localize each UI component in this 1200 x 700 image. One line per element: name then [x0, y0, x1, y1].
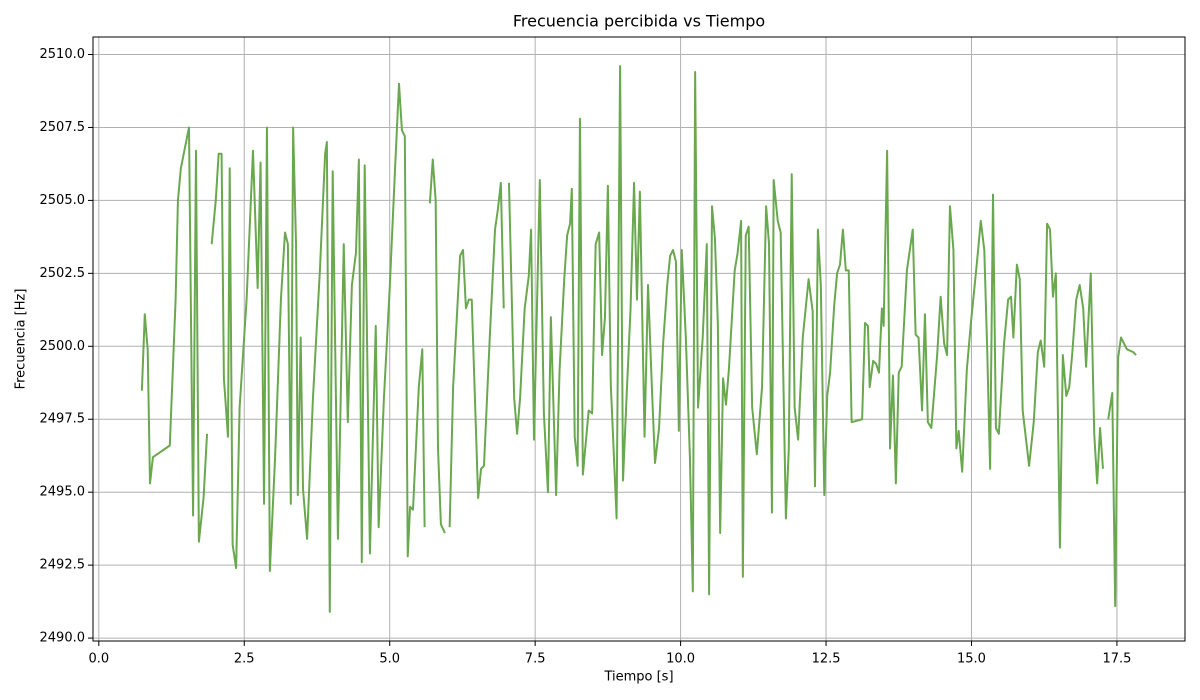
- grid: [88, 37, 1185, 646]
- x-tick-label: 12.5: [812, 652, 841, 667]
- y-tick-label: 2495.0: [40, 485, 86, 500]
- x-tick-label: 5.0: [379, 652, 400, 667]
- data-line: [140, 126, 209, 543]
- x-tick-label: 0.0: [88, 652, 109, 667]
- data-line: [448, 181, 505, 528]
- data-line: [507, 65, 1104, 596]
- plot-area: [140, 65, 1137, 613]
- y-tick-label: 2510.0: [40, 47, 86, 62]
- x-tick-label: 15.0: [957, 652, 986, 667]
- x-tick-label: 10.0: [666, 652, 695, 667]
- y-tick-label: 2502.5: [40, 266, 86, 281]
- y-tick-label: 2490.0: [40, 631, 86, 646]
- x-tick-label: 7.5: [525, 652, 546, 667]
- data-line: [428, 158, 446, 534]
- x-tick-label: 17.5: [1102, 652, 1131, 667]
- y-tick-label: 2500.0: [40, 339, 86, 354]
- y-axis-label: Frecuencia [Hz]: [14, 289, 29, 390]
- plot-frame: [92, 36, 1186, 642]
- data-line: [210, 82, 426, 613]
- data-line: [1107, 336, 1137, 607]
- x-tick-label: 2.5: [234, 652, 255, 667]
- y-tick-label: 2492.5: [40, 558, 86, 573]
- y-tick-label: 2505.0: [40, 193, 86, 208]
- y-tick-label: 2507.5: [40, 120, 86, 135]
- x-axis-label: Tiempo [s]: [603, 670, 673, 685]
- y-tick-label: 2497.5: [40, 412, 86, 427]
- chart-title: Frecuencia percibida vs Tiempo: [513, 12, 765, 31]
